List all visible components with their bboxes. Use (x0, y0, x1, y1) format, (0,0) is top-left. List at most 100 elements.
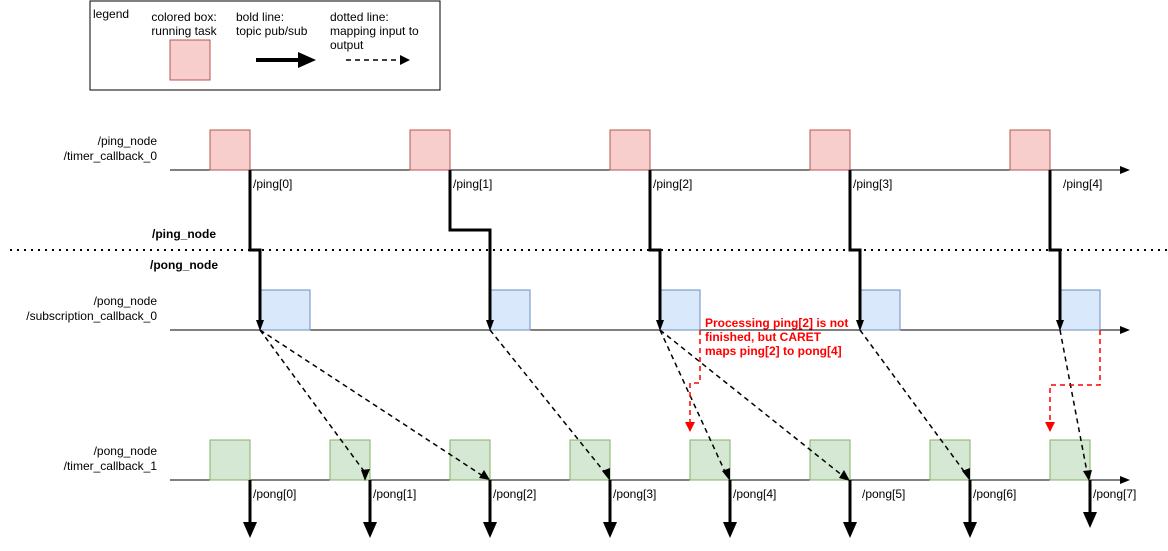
sub-task-box (659, 289, 701, 331)
pong-sub-row-label-2: /subscription_callback_0 (26, 309, 157, 323)
mapping-arrowhead (602, 468, 610, 481)
mapping-arrowhead (722, 468, 730, 481)
legend-bold-line-label: bold line: (236, 10, 284, 24)
mapping-arrow (659, 329, 844, 477)
ping-timer-row-label: /ping_node (98, 134, 158, 148)
ping-timer-tasks (209, 129, 1051, 171)
pong-publish-arrow (963, 480, 977, 538)
pong-publish-arrow (363, 480, 377, 538)
mapping-arrowheads (361, 468, 1092, 481)
legend: legend colored box: running task bold li… (89, 0, 441, 91)
pong-topic-label: /pong[7] (1093, 487, 1136, 501)
legend-dotted-arrowhead (400, 55, 410, 65)
legend-task-box (169, 39, 211, 81)
legend-dotted-line-label: dotted line: (330, 10, 389, 24)
caret-mapping-annotation: Processing ping[2] is not finished, but … (685, 316, 1101, 432)
pong-topic-labels: /pong[0] /pong[1] /pong[2] /pong[3] /pon… (253, 487, 1136, 501)
separator-lower-label: /pong_node (150, 258, 218, 272)
pong-task-box (1049, 439, 1091, 481)
ping-topic-label: /ping[1] (453, 177, 492, 191)
pong-timeline-arrowhead (1120, 476, 1130, 484)
pong-sub-row-label: /pong_node (94, 294, 158, 308)
pong-subscription-tasks (259, 289, 1101, 331)
ping-path-arrowhead (656, 320, 664, 331)
pong-publish-arrow (603, 480, 617, 538)
pong-task-box (209, 439, 251, 481)
legend-bold-line-label-2: topic pub/sub (236, 24, 308, 38)
pong-publish-arrow (1083, 480, 1097, 528)
ping-path-arrowhead (486, 320, 494, 331)
sub-timeline-arrowhead (1120, 326, 1130, 334)
mapping-arrowhead (962, 468, 970, 481)
pong-timer-row-label-2: /timer_callback_1 (64, 459, 158, 473)
ping-path-arrowheads (256, 320, 1064, 331)
mapping-arrow (489, 329, 607, 475)
node-separator: /ping_node /pong_node (10, 227, 1168, 272)
ping-task-box (609, 129, 651, 171)
pong-topic-label: /pong[3] (613, 487, 656, 501)
ping-topic-label: /ping[3] (853, 177, 892, 191)
legend-dotted-line-label-3: output (330, 38, 364, 52)
pong-timer-tasks (209, 439, 1091, 481)
pong-topic-label: /pong[5] (862, 487, 905, 501)
separator-upper-label: /ping_node (152, 227, 216, 241)
sub-task-box (1059, 289, 1101, 331)
annotation-text-2: finished, but CARET (705, 330, 822, 344)
mapping-arrow (859, 329, 967, 475)
mapping-arrowhead (839, 470, 850, 481)
pong-topic-label: /pong[2] (493, 487, 536, 501)
ping-task-box (209, 129, 251, 171)
pong-publish-arrows (243, 480, 1097, 538)
pong-task-box (689, 439, 731, 481)
ping-task-box (409, 129, 451, 171)
ping-topic-label: /ping[4] (1063, 177, 1102, 191)
annotation-red-arrow (1045, 330, 1101, 432)
legend-bold-arrowhead (298, 52, 316, 68)
pong-publish-arrow (243, 480, 257, 538)
pong-topic-label: /pong[6] (973, 487, 1016, 501)
pong-publish-arrow (723, 480, 737, 538)
pong-task-box (569, 439, 611, 481)
pong-task-box (329, 439, 371, 481)
legend-title: legend (93, 7, 129, 21)
mapping-arrowhead (361, 469, 370, 481)
pong-topic-label: /pong[0] (253, 487, 296, 501)
mapping-arrowhead (479, 470, 490, 480)
pong-task-box (929, 439, 971, 481)
mapping-arrow (259, 329, 367, 475)
ping-path-arrowhead (256, 320, 264, 331)
pong-topic-label: /pong[1] (373, 487, 416, 501)
ping-path-arrowhead (1056, 320, 1064, 331)
legend-frame (89, 0, 441, 91)
pong-publish-arrow (483, 480, 497, 538)
ping-topic-labels: /ping[0] /ping[1] /ping[2] /ping[3] /pin… (253, 177, 1102, 191)
sub-task-box (259, 289, 311, 331)
ping-path (248, 170, 262, 322)
ping-topic-label: /ping[2] (653, 177, 692, 191)
legend-colored-box-label-2: running task (151, 24, 217, 38)
ping-topic-label: /ping[0] (253, 177, 292, 191)
annotation-text-3: maps ping[2] to pong[4] (705, 344, 842, 358)
ping-path (648, 170, 662, 322)
ping-pubsub-paths (248, 170, 1062, 322)
pong-timer-row-label: /pong_node (94, 444, 158, 458)
ping-task-box (1009, 129, 1051, 171)
sub-task-box (859, 289, 901, 331)
pong-publish-arrow (843, 480, 857, 538)
ping-path (448, 170, 492, 322)
mapping-arrow (1059, 329, 1088, 473)
pong-topic-label: /pong[4] (733, 487, 776, 501)
ping-timeline-arrowhead (1120, 166, 1130, 174)
legend-colored-box-label: colored box: (151, 10, 216, 24)
ping-path-arrowhead (856, 320, 864, 331)
row-labels: /ping_node /timer_callback_0 /pong_node … (26, 134, 157, 473)
mapping-arrowhead (1083, 470, 1092, 481)
mapping-arrows (259, 329, 1088, 477)
annotation-red-arrow (685, 330, 701, 432)
ping-timer-row-label-2: /timer_callback_0 (64, 149, 158, 163)
pong-task-box (809, 439, 851, 481)
mapping-arrow (259, 329, 484, 477)
ping-task-box (809, 129, 851, 171)
annotation-text: Processing ping[2] is not (705, 316, 848, 330)
